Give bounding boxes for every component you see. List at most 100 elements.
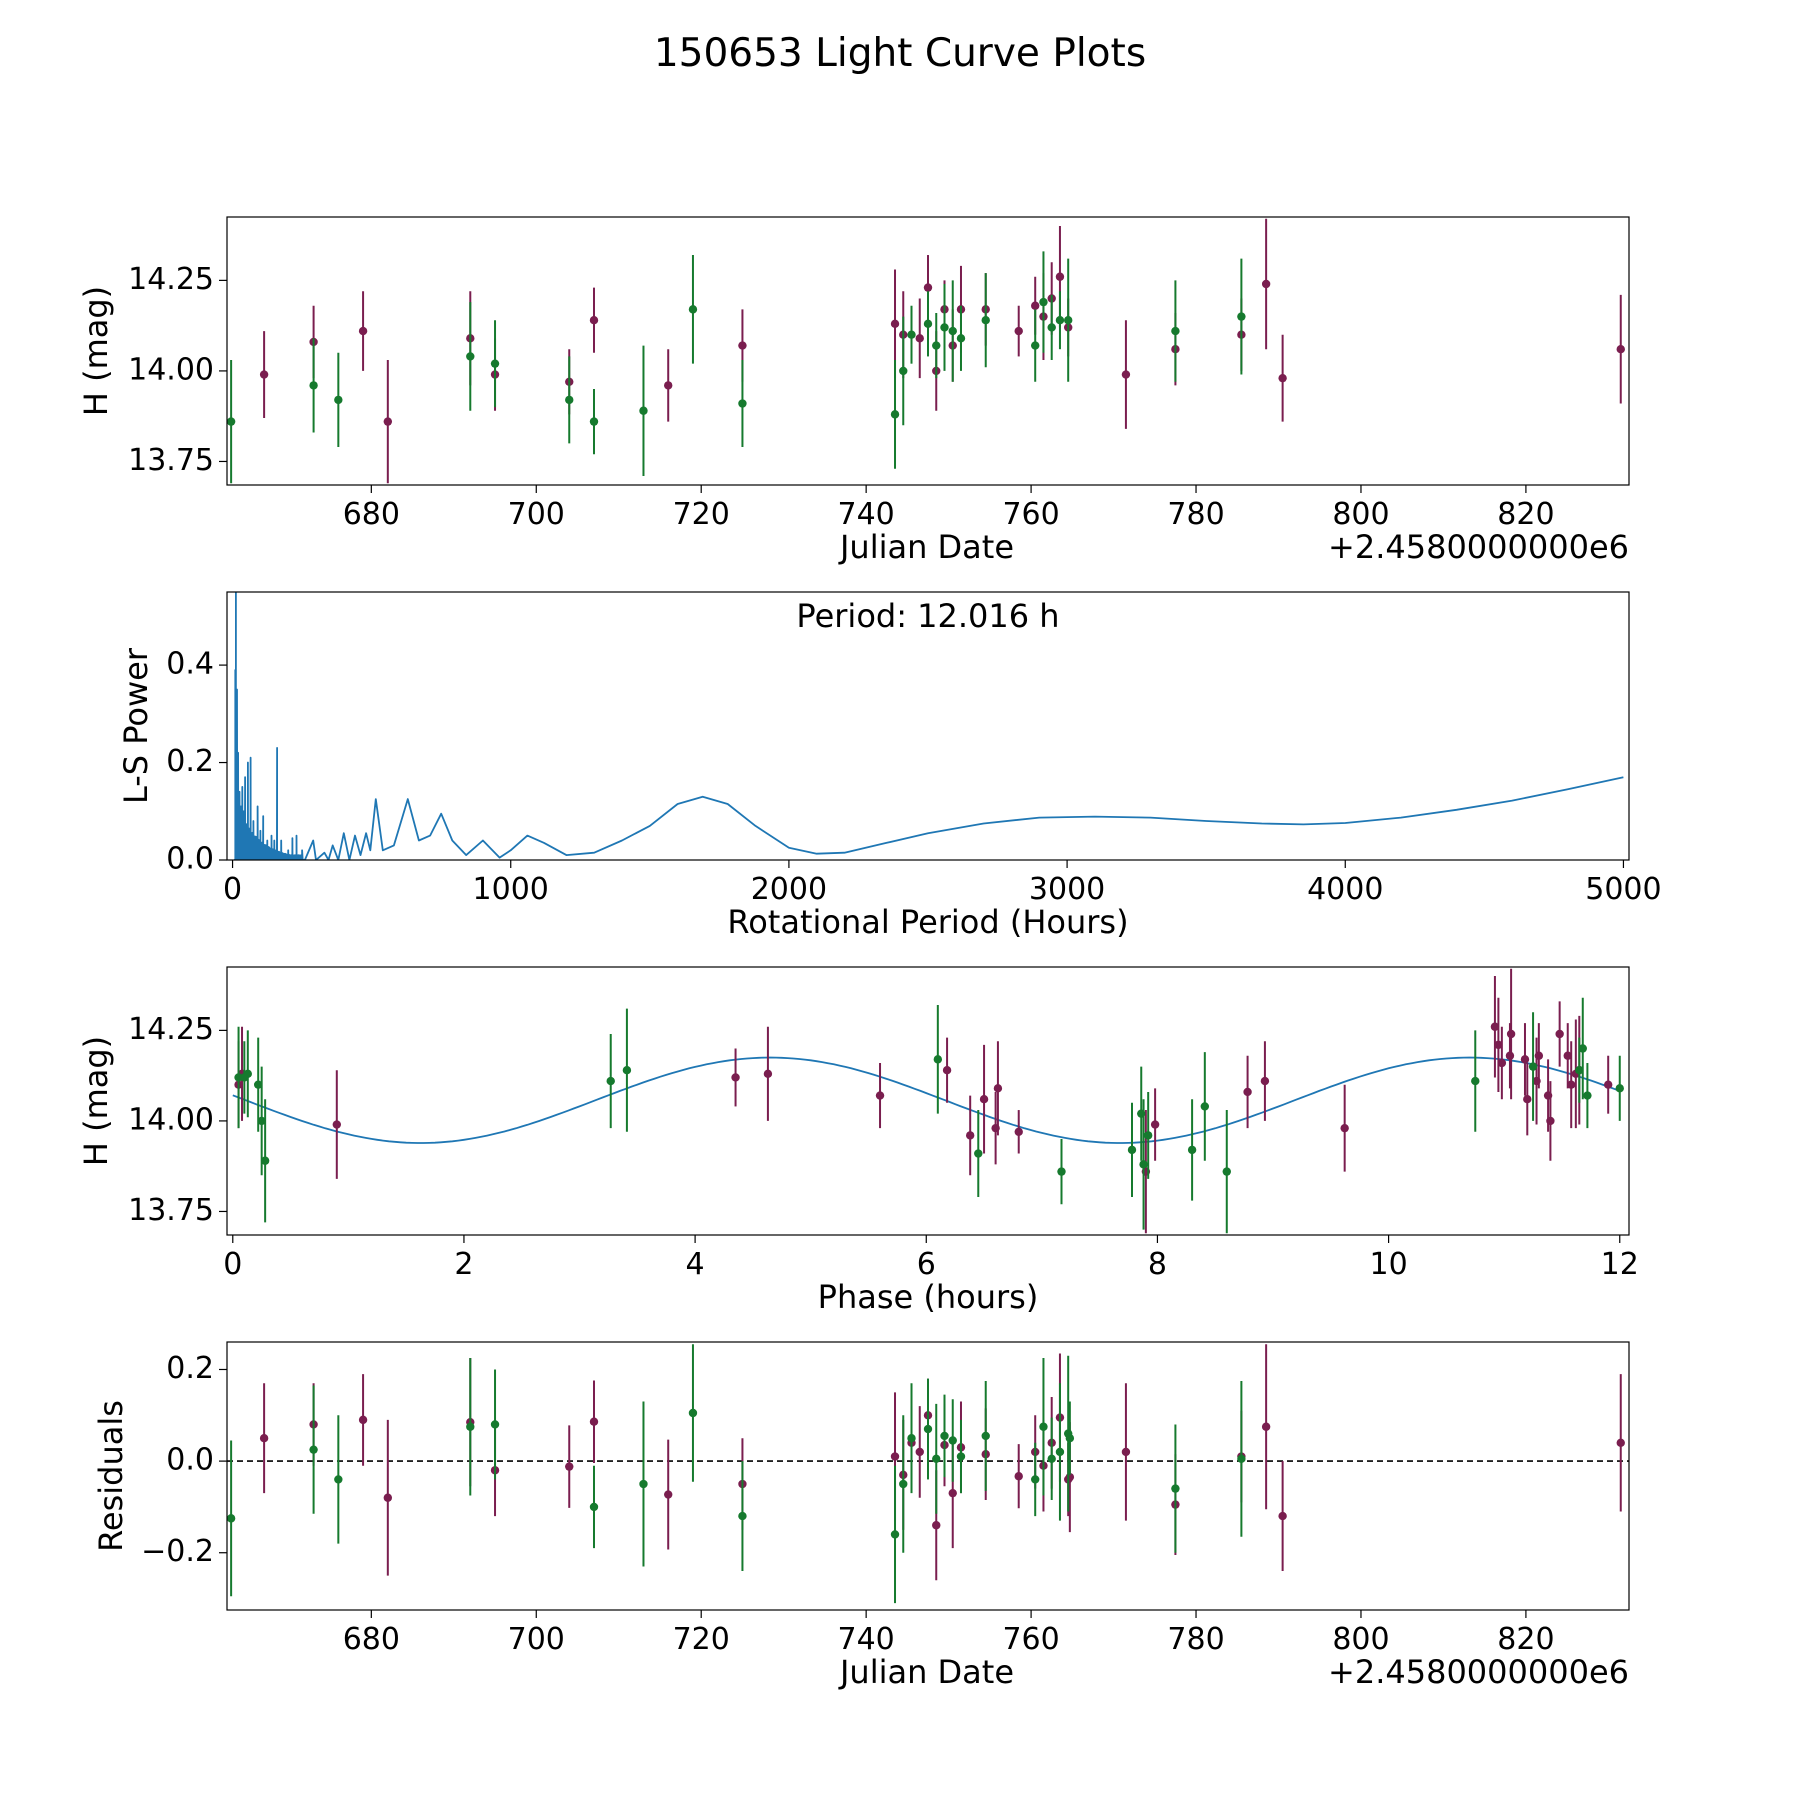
phase-point-green — [1471, 1076, 1480, 1086]
light-curve-xtick-label: 740 — [838, 497, 895, 532]
periodogram-xtick-label: 3000 — [1029, 872, 1105, 907]
phase-point-maroon — [1523, 1094, 1532, 1104]
phase-point-green — [254, 1080, 263, 1089]
light-curve-point-green — [1237, 312, 1246, 321]
residuals-point-green — [639, 1479, 648, 1489]
residuals-point-maroon — [915, 1447, 924, 1457]
residuals-marks — [227, 1344, 1629, 1604]
phase-xtick-label: 8 — [1148, 1247, 1167, 1282]
phase-point-maroon — [993, 1084, 1003, 1093]
light-curve-point-green — [565, 395, 574, 405]
residuals-point-maroon — [1261, 1422, 1271, 1431]
residuals-xtick-label: 680 — [343, 1622, 400, 1657]
phase-ylabel: H (mag) — [77, 1036, 115, 1166]
residuals-xtick-label: 720 — [673, 1622, 730, 1657]
residuals-ytick-label: −0.2 — [141, 1534, 214, 1569]
phase-xtick-label: 4 — [686, 1247, 705, 1282]
residuals-point-green — [1237, 1454, 1246, 1464]
residuals-point-green — [890, 1530, 900, 1539]
phase-point-maroon — [332, 1120, 342, 1129]
light-curve-offset: +2.4580000000e6 — [1328, 528, 1629, 566]
residuals-point-maroon — [358, 1415, 368, 1425]
light-curve-point-maroon — [1261, 279, 1271, 289]
light-curve-point-green — [1047, 323, 1056, 332]
residuals-xtick-label: 780 — [1167, 1622, 1224, 1657]
phase-point-green — [1127, 1145, 1137, 1155]
phase-marks — [232, 968, 1624, 1234]
residuals-point-green — [227, 1514, 236, 1523]
light-curve-ytick-label: 14.25 — [128, 262, 214, 297]
phase-point-green — [1583, 1091, 1592, 1100]
phase-point-green — [974, 1149, 983, 1158]
periodogram-xticks: 0 1000 2000 3000 4000 5000 — [223, 860, 1662, 907]
phase-point-green — [933, 1055, 943, 1064]
phase-point-maroon — [1014, 1127, 1023, 1136]
light-curve-point-maroon — [738, 341, 747, 350]
light-curve-xtick-label: 680 — [343, 497, 400, 532]
light-curve-frame — [226, 216, 1630, 486]
light-curve-point-green — [948, 326, 957, 336]
phase-point-maroon — [1497, 1058, 1507, 1068]
residuals-point-green — [1065, 1434, 1075, 1443]
residuals-point-green — [907, 1434, 916, 1443]
light-curve-point-green — [1031, 341, 1040, 350]
light-curve-point-maroon — [358, 326, 368, 336]
residuals-xtick-label: 820 — [1497, 1622, 1554, 1657]
light-curve-point-green — [466, 352, 475, 361]
light-curve-point-maroon — [890, 319, 900, 329]
light-curve-point-green — [1064, 316, 1073, 325]
phase-point-green — [1139, 1160, 1148, 1169]
period-annotation: Period: 12.016 h — [796, 597, 1059, 635]
phase-point-green — [1187, 1145, 1197, 1155]
panel-residuals: 680 700 720 740 760 780 800 820 −0.2 0.0 0.2 Juli… — [92, 1341, 1630, 1691]
periodogram-xtick-label: 1000 — [473, 872, 549, 907]
phase-xtick-label: 12 — [1601, 1247, 1639, 1282]
residuals-xticks: 680 700 720 740 760 780 800 820 — [343, 1610, 1555, 1657]
phase-point-green — [1615, 1084, 1624, 1093]
light-curve-point-maroon — [1055, 272, 1065, 281]
phase-point-maroon — [1505, 1051, 1515, 1060]
light-curve-point-maroon — [259, 370, 269, 379]
residuals-point-green — [589, 1502, 599, 1512]
periodogram-ytick-label: 0.4 — [166, 647, 214, 682]
periodogram-ytick-label: 0.0 — [166, 842, 214, 877]
residuals-xlabel: Julian Date — [838, 1653, 1014, 1691]
light-curve-point-green — [890, 410, 900, 419]
phase-frame — [226, 966, 1630, 1236]
light-curve-point-green — [688, 305, 698, 314]
phase-point-maroon — [1534, 1051, 1544, 1060]
periodogram-ytick-label: 0.2 — [166, 744, 214, 779]
phase-point-green — [1143, 1131, 1153, 1140]
residuals-point-green — [1031, 1475, 1040, 1484]
phase-point-maroon — [1520, 1055, 1530, 1064]
phase-point-maroon — [1243, 1087, 1252, 1097]
phase-point-maroon — [1150, 1120, 1160, 1129]
residuals-point-green — [466, 1422, 475, 1431]
periodogram-marks — [233, 592, 1624, 860]
light-curve-point-maroon — [1616, 344, 1625, 354]
light-curve-xtick-label: 760 — [1002, 497, 1059, 532]
phase-point-maroon — [1506, 1029, 1516, 1039]
light-curve-xtick-label: 700 — [508, 497, 565, 532]
periodogram-frame — [226, 591, 1630, 861]
light-curve-xtick-label: 820 — [1497, 497, 1554, 532]
phase-point-maroon — [1603, 1080, 1613, 1089]
periodogram-ylabel: L-S Power — [117, 647, 155, 804]
light-curve-yticks: 13.75 14.00 14.25 — [128, 262, 227, 478]
phase-point-maroon — [979, 1094, 989, 1104]
phase-point-green — [1057, 1167, 1066, 1176]
residuals-point-green — [1047, 1454, 1056, 1464]
light-curve-point-green — [490, 359, 500, 368]
light-curve-point-green — [940, 323, 949, 332]
periodogram-xtick-label: 2000 — [751, 872, 827, 907]
light-curve-point-green — [899, 366, 908, 376]
residuals-point-green — [932, 1454, 941, 1464]
light-curve-point-green — [589, 417, 599, 426]
residuals-point-maroon — [565, 1462, 574, 1471]
phase-point-maroon — [1340, 1123, 1349, 1133]
residuals-point-green — [956, 1452, 966, 1461]
light-curve-point-green — [1039, 297, 1048, 307]
panel-periodogram: 0 1000 2000 3000 4000 5000 0.0 0.2 0.4 Period: … — [117, 591, 1662, 941]
residuals-offset: +2.4580000000e6 — [1328, 1653, 1629, 1691]
